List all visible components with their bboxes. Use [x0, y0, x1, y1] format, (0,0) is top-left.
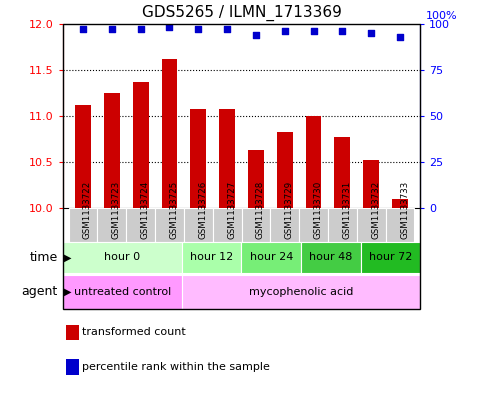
Bar	[69, 208, 98, 242]
Text: ▶: ▶	[64, 252, 71, 263]
Text: GSM1133724: GSM1133724	[141, 181, 150, 239]
Text: GSM1133732: GSM1133732	[371, 181, 380, 239]
Title: GDS5265 / ILMN_1713369: GDS5265 / ILMN_1713369	[142, 5, 341, 21]
Point	[396, 33, 404, 40]
Text: GSM1133733: GSM1133733	[400, 181, 409, 239]
Bar	[190, 108, 206, 208]
Point	[79, 26, 87, 32]
Point	[108, 26, 115, 32]
Point	[137, 26, 144, 32]
Text: GSM1133727: GSM1133727	[227, 181, 236, 239]
Text: 100%: 100%	[426, 11, 457, 21]
Bar	[219, 108, 235, 208]
Text: hour 12: hour 12	[190, 252, 233, 263]
Point	[339, 28, 346, 34]
Text: time: time	[30, 251, 58, 264]
Bar	[299, 208, 328, 242]
Bar	[66, 325, 79, 340]
Bar	[328, 208, 357, 242]
Bar	[75, 105, 91, 208]
Bar	[392, 199, 408, 208]
Text: GSM1133723: GSM1133723	[112, 181, 121, 239]
Bar	[334, 137, 350, 208]
Bar	[242, 242, 301, 273]
Text: hour 72: hour 72	[369, 252, 412, 263]
Text: agent: agent	[22, 285, 58, 298]
Point	[310, 28, 317, 34]
Text: GSM1133728: GSM1133728	[256, 181, 265, 239]
Text: mycophenolic acid: mycophenolic acid	[249, 287, 353, 297]
Bar	[182, 275, 420, 309]
Text: GSM1133729: GSM1133729	[285, 181, 294, 239]
Point	[281, 28, 289, 34]
Text: hour 0: hour 0	[104, 252, 141, 263]
Text: hour 48: hour 48	[309, 252, 353, 263]
Bar	[361, 242, 420, 273]
Text: untreated control: untreated control	[74, 287, 171, 297]
Text: GSM1133730: GSM1133730	[313, 181, 323, 239]
Text: transformed count: transformed count	[83, 327, 186, 338]
Bar	[66, 359, 79, 375]
Text: GSM1133722: GSM1133722	[83, 181, 92, 239]
Point	[166, 24, 173, 30]
Text: percentile rank within the sample: percentile rank within the sample	[83, 362, 270, 372]
Bar	[133, 82, 149, 208]
Bar	[277, 132, 293, 208]
Bar	[213, 208, 242, 242]
Bar	[357, 208, 385, 242]
Bar	[301, 242, 361, 273]
Bar	[385, 208, 414, 242]
Bar	[126, 208, 155, 242]
Point	[223, 26, 231, 32]
Bar	[306, 116, 322, 208]
Bar	[155, 208, 184, 242]
Text: GSM1133725: GSM1133725	[170, 181, 178, 239]
Point	[252, 31, 260, 38]
Bar	[161, 59, 177, 208]
Text: GSM1133731: GSM1133731	[342, 181, 352, 239]
Bar	[98, 208, 126, 242]
Bar	[182, 242, 242, 273]
Bar	[63, 242, 182, 273]
Bar	[270, 208, 299, 242]
Bar	[242, 208, 270, 242]
Bar	[248, 150, 264, 208]
Text: ▶: ▶	[64, 287, 71, 297]
Bar	[104, 93, 120, 208]
Text: GSM1133726: GSM1133726	[198, 181, 207, 239]
Point	[368, 30, 375, 36]
Text: hour 24: hour 24	[250, 252, 293, 263]
Bar	[184, 208, 213, 242]
Bar	[63, 275, 182, 309]
Point	[194, 26, 202, 32]
Bar	[363, 160, 379, 208]
